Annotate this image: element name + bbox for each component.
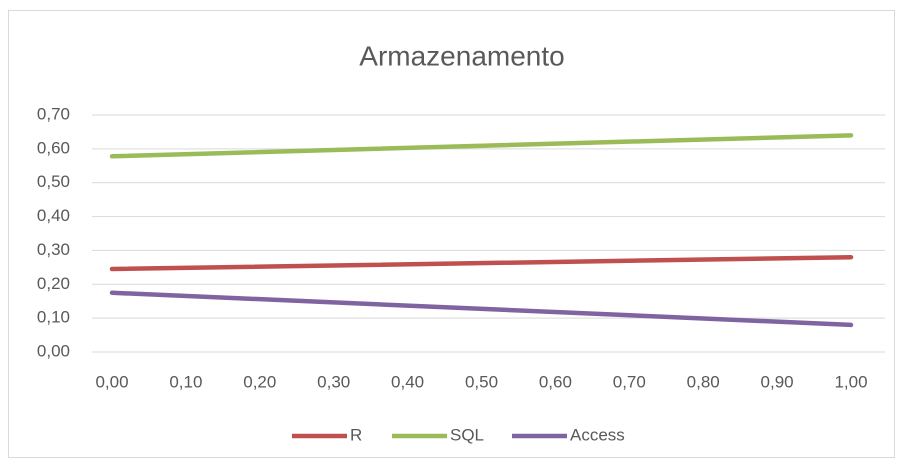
series-line <box>109 254 854 272</box>
x-tick-label: 0,50 <box>465 372 498 391</box>
x-tick-label: 0,40 <box>391 372 424 391</box>
x-tick-label: 1,00 <box>834 372 867 391</box>
chart-title: Armazenamento <box>359 40 564 71</box>
x-tick-label: 0,90 <box>761 372 794 391</box>
chart-border <box>8 10 895 458</box>
x-tick-label: 0,80 <box>687 372 720 391</box>
y-tick-label: 0,50 <box>37 172 70 191</box>
x-tick-label: 0,30 <box>317 372 350 391</box>
y-tick-label: 0,60 <box>37 138 70 157</box>
legend-label: Access <box>570 425 625 444</box>
legend-label: SQL <box>450 425 484 444</box>
series-line <box>109 133 854 159</box>
x-tick-label: 0,70 <box>613 372 646 391</box>
y-tick-label: 0,20 <box>37 274 70 293</box>
series-line <box>109 290 854 328</box>
y-tick-label: 0,40 <box>37 206 70 225</box>
y-tick-label: 0,30 <box>37 240 70 259</box>
x-tick-label: 0,00 <box>95 372 128 391</box>
y-tick-label: 0,10 <box>37 308 70 327</box>
x-tick-label: 0,60 <box>539 372 572 391</box>
legend-label: R <box>350 425 362 444</box>
x-tick-label: 0,10 <box>169 372 202 391</box>
y-tick-label: 0,70 <box>37 104 70 123</box>
x-tick-label: 0,20 <box>243 372 276 391</box>
y-tick-label: 0,00 <box>37 341 70 360</box>
